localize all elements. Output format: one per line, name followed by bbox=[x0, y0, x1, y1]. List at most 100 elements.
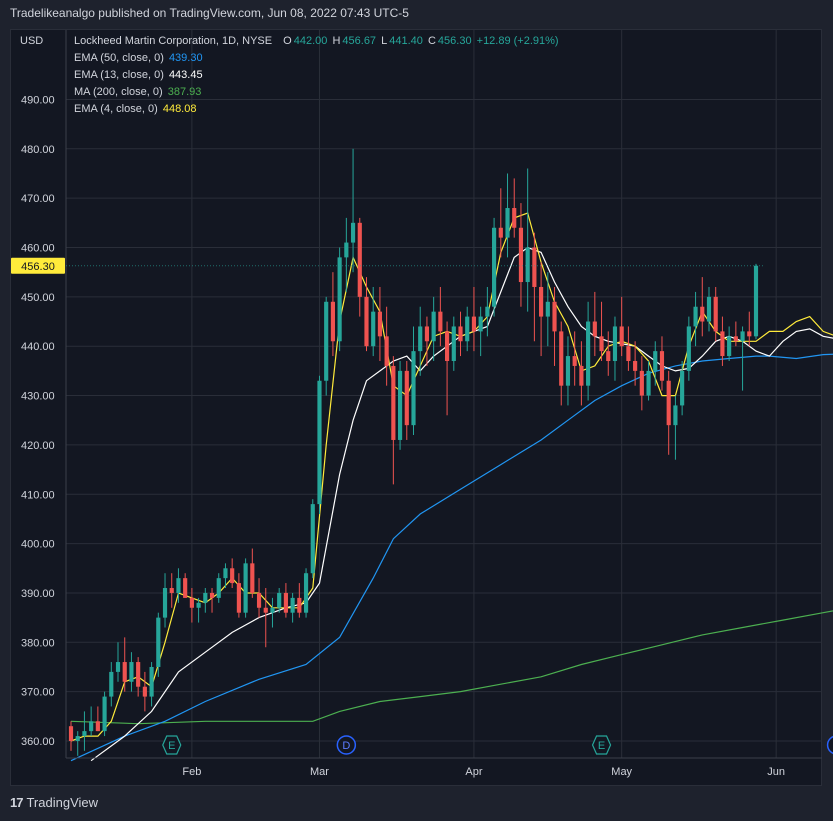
candle bbox=[290, 592, 295, 623]
y-tick-label: 470.00 bbox=[21, 193, 55, 205]
candle bbox=[142, 671, 147, 712]
candle-body bbox=[713, 296, 718, 332]
candle-body bbox=[183, 578, 188, 598]
ema50-line bbox=[70, 353, 833, 762]
candle-body bbox=[371, 311, 376, 347]
candle bbox=[646, 361, 651, 401]
candle bbox=[525, 168, 530, 312]
candle bbox=[451, 316, 456, 371]
x-tick-label: Mar bbox=[310, 766, 329, 778]
candle-body bbox=[693, 306, 698, 327]
candle-body bbox=[753, 265, 759, 337]
candle bbox=[89, 706, 94, 737]
y-tick-label: 430.00 bbox=[21, 391, 55, 403]
earnings-marker: E bbox=[162, 735, 182, 755]
event-markers: EDED bbox=[162, 735, 833, 755]
dividend-marker-shape bbox=[336, 735, 357, 755]
candle-body bbox=[223, 568, 228, 579]
moving-averages bbox=[70, 212, 833, 762]
candle-body bbox=[700, 306, 705, 322]
candle bbox=[183, 573, 188, 598]
candle-body bbox=[397, 370, 403, 440]
candle-body bbox=[438, 311, 443, 332]
indicator-ma200[interactable]: MA (200, close, 0) 387.93 bbox=[74, 86, 203, 98]
candle-body bbox=[599, 336, 604, 352]
candle-body bbox=[176, 578, 181, 593]
candle bbox=[297, 583, 302, 618]
candle-body bbox=[680, 370, 685, 406]
candle-body bbox=[162, 588, 168, 618]
candle bbox=[680, 361, 685, 416]
candle bbox=[317, 375, 322, 514]
symbol-title: Lockheed Martin Corporation, 1D, NYSE bbox=[74, 35, 273, 47]
candle-body bbox=[706, 296, 712, 322]
dividend-marker-shape bbox=[826, 735, 833, 755]
candle bbox=[498, 188, 503, 258]
candle-body bbox=[505, 208, 510, 238]
candle-body bbox=[727, 336, 732, 357]
indicator-ema4[interactable]: EMA (4, close, 0) 448.08 bbox=[74, 103, 198, 115]
candle bbox=[136, 657, 141, 697]
candle bbox=[673, 395, 678, 460]
chart-svg[interactable]: 360.00 370.00 380.00 390.00 400.00 410.00 420.… bbox=[0, 0, 833, 790]
indicator-value: 387.93 bbox=[167, 86, 202, 98]
candle-body bbox=[586, 321, 591, 386]
candle-body bbox=[129, 662, 134, 682]
indicator-ema13[interactable]: EMA (13, close, 0) 443.45 bbox=[74, 69, 205, 81]
candle bbox=[552, 286, 557, 366]
indicator-label: EMA (4, close, 0) bbox=[74, 103, 158, 115]
candle-body bbox=[431, 311, 436, 342]
candle bbox=[545, 272, 550, 347]
candle-body bbox=[256, 592, 262, 608]
indicator-ema50[interactable]: EMA (50, close, 0) 439.30 bbox=[74, 52, 205, 64]
candle-body bbox=[666, 380, 671, 426]
candle-body bbox=[82, 731, 87, 737]
candle-body bbox=[290, 597, 295, 613]
candle-body bbox=[411, 351, 416, 426]
candle bbox=[518, 203, 524, 307]
candle bbox=[478, 306, 483, 357]
candle bbox=[283, 583, 288, 618]
candle-body bbox=[659, 351, 665, 381]
y-tick-label: 400.00 bbox=[21, 539, 55, 551]
earnings-marker-shape bbox=[591, 735, 612, 755]
chart-area[interactable] bbox=[10, 29, 822, 786]
brand-name: TradingView bbox=[26, 795, 99, 810]
candle bbox=[559, 321, 564, 406]
x-tick-label: Apr bbox=[465, 766, 482, 778]
candle bbox=[579, 341, 584, 406]
candle bbox=[465, 306, 470, 352]
candle bbox=[444, 321, 450, 416]
candle-body bbox=[310, 504, 315, 574]
candle bbox=[303, 568, 309, 618]
tradingview-logo-icon: 17 bbox=[10, 795, 24, 810]
candle bbox=[344, 217, 349, 292]
candle bbox=[532, 232, 537, 342]
candle-body bbox=[142, 686, 147, 697]
candle-body bbox=[579, 365, 584, 386]
candle-body bbox=[102, 696, 107, 732]
candle-body bbox=[75, 736, 80, 741]
y-tick-label: 360.00 bbox=[21, 736, 55, 748]
candle-body bbox=[653, 351, 658, 371]
indicator-label: MA (200, close, 0) bbox=[74, 86, 163, 98]
y-tick-label: 420.00 bbox=[21, 440, 55, 452]
candle-body bbox=[156, 617, 161, 667]
candle-body bbox=[498, 227, 503, 238]
candle-body bbox=[619, 326, 624, 347]
candle bbox=[397, 361, 403, 450]
candle bbox=[693, 291, 698, 347]
indicator-value: 439.30 bbox=[168, 52, 203, 64]
change-value: +12.89 (+2.91%) bbox=[476, 35, 559, 47]
candle-body bbox=[277, 592, 282, 608]
close-label: C bbox=[427, 35, 436, 47]
candle-body bbox=[747, 331, 752, 337]
candle bbox=[216, 573, 221, 603]
dividend-marker-label: D bbox=[342, 740, 350, 752]
earnings-marker: E bbox=[591, 735, 612, 755]
indicator-label: EMA (50, close, 0) bbox=[74, 52, 164, 64]
candle bbox=[196, 597, 201, 623]
candle-body bbox=[209, 592, 215, 598]
tradingview-logo[interactable]: 17 TradingView bbox=[10, 795, 98, 810]
